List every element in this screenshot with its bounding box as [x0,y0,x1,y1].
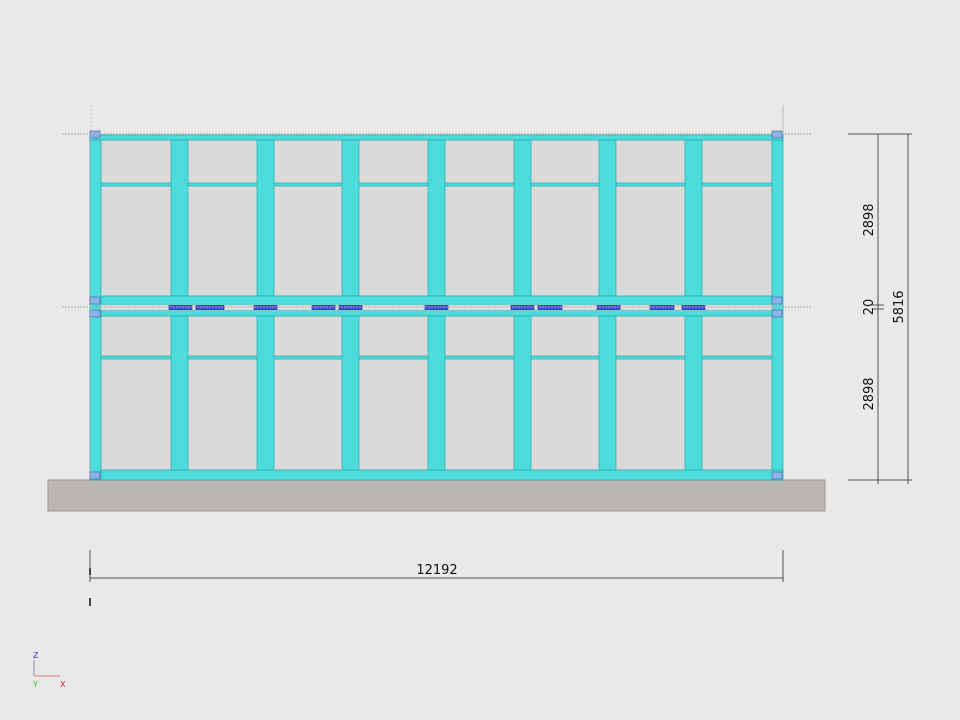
axis-x-label: X [60,680,66,689]
corner-fitting [771,471,783,480]
dimension-lines: 12192 2898 20 2898 5816 [62,105,912,606]
lower-top-beam [100,309,773,317]
dim-upper-height: 2898 [862,203,877,236]
top-beam [89,134,784,141]
axis-y-label: Y [32,680,38,689]
corner-fitting [89,309,101,318]
right-corner-post [771,135,784,481]
lower-column [170,315,189,471]
lower-column [598,315,617,471]
lower-column [341,315,360,471]
dim-total-height: 5816 [892,290,907,323]
dim-total-length: 12192 [416,563,457,578]
lower-column [513,315,532,471]
upper-column [684,139,703,297]
lower-column [684,315,703,471]
dim-lower-height: 2898 [862,377,877,410]
upper-column [513,139,532,297]
corner-fitting [89,471,101,480]
dim-floor-gap: 20 [862,299,877,316]
ground-slab [47,479,826,512]
corner-fitting [771,309,783,318]
lower-column [256,315,275,471]
upper-floor-beam [100,295,773,306]
upper-column [341,139,360,297]
upper-column [427,139,446,297]
upper-column [256,139,275,297]
container-frame[interactable] [89,130,784,481]
corner-fitting [771,296,783,305]
upper-column [170,139,189,297]
bottom-beam [100,469,784,481]
axis-z-label: Z [33,651,39,660]
upper-column [598,139,617,297]
lower-column [427,315,446,471]
left-corner-post [89,135,102,481]
corner-fitting [89,296,101,305]
axis-triad: Z Y X [32,651,66,689]
